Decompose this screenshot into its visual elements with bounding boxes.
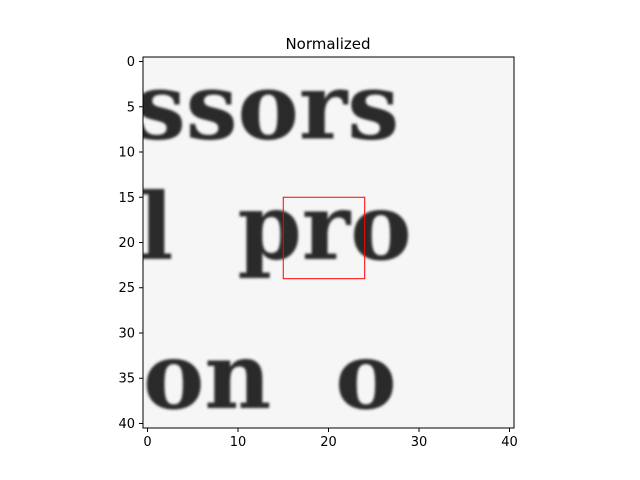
plot-area: ssors l pro on o [134,52,515,430]
highlight-box [282,196,366,280]
y-tick-label: 10 [118,146,135,161]
image-text-row: ssors [134,52,399,160]
chart-title: Normalized [285,35,370,53]
x-tick-label: 30 [411,435,428,450]
highlight-layer [282,196,366,280]
y-tick-label: 30 [118,326,135,341]
y-tick-label: 0 [127,55,135,70]
x-tick-label: 0 [143,435,151,450]
x-tick-label: 10 [230,435,247,450]
image-text-row: on o [143,322,397,430]
y-axis: 0 5 10 15 20 25 30 35 40 [118,55,143,432]
x-axis: 0 10 20 30 40 [143,428,518,450]
x-tick-label: 40 [501,435,518,450]
y-tick-label: 25 [118,281,135,296]
image-background [143,57,514,428]
y-tick-label: 35 [118,372,135,387]
image-text-layer: ssors l pro on o [134,52,412,430]
y-tick-label: 20 [118,236,135,251]
y-tick-label: 15 [118,191,135,206]
x-tick-label: 20 [320,435,337,450]
y-tick-label: 40 [118,417,135,432]
image-text-row: l pro [138,173,411,281]
y-tick-label: 5 [127,100,135,115]
